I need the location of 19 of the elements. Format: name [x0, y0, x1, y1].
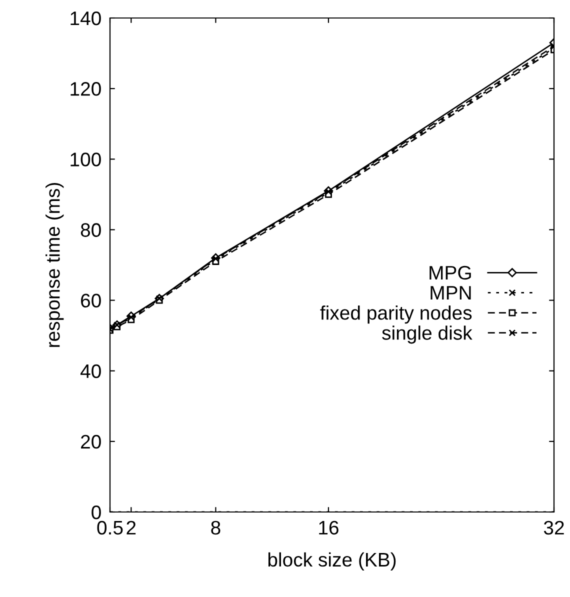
y-tick-label: 140: [70, 11, 101, 26]
legend-label: fixed parity nodes: [320, 305, 472, 324]
x-axis-title: block size (KB): [268, 552, 396, 570]
y-tick-label: 0: [92, 505, 101, 520]
y-tick-label: 120: [70, 82, 101, 96]
y-tick-label: 40: [80, 364, 101, 378]
x-tick-label: 2: [126, 520, 136, 534]
y-tick-label: 60: [81, 294, 101, 308]
x-tick-label: 0.5: [97, 520, 123, 535]
legend-label: single disk: [382, 326, 472, 344]
legend-label: MPN: [430, 286, 471, 300]
y-axis-title: response time (ms): [46, 183, 64, 347]
y-tick-label: 20: [81, 434, 101, 449]
x-tick-label: 8: [211, 520, 220, 535]
y-tick-label: 100: [70, 152, 101, 166]
x-tick-label: 16: [319, 520, 338, 535]
x-tick-label: 32: [544, 520, 564, 535]
y-tick-label: 80: [80, 223, 101, 237]
legend-label: MPG: [430, 266, 471, 280]
